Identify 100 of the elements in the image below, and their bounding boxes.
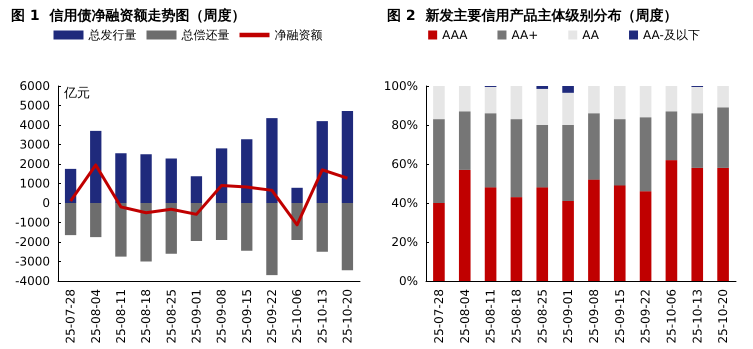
y-tick-label: 20% xyxy=(391,235,418,249)
x-tick-label: 25-08-25 xyxy=(535,289,550,344)
x-tick-label: 25-08-04 xyxy=(458,289,472,344)
y-tick-label: 6000 xyxy=(19,79,50,93)
bar xyxy=(484,187,496,281)
bar xyxy=(433,203,445,281)
y-axis-title: 亿元 xyxy=(63,86,90,101)
x-tick-label: 25-07-28 xyxy=(432,289,446,344)
x-tick-label: 25-10-06 xyxy=(664,289,678,344)
bar xyxy=(640,117,652,192)
x-tick-label: 25-09-08 xyxy=(214,289,229,344)
y-tick-label: 0% xyxy=(398,274,418,288)
x-tick-label: 25-09-15 xyxy=(612,289,627,344)
bar xyxy=(458,86,471,112)
bar xyxy=(614,86,626,120)
bar xyxy=(266,118,278,203)
x-tick-label: 25-08-11 xyxy=(114,289,128,344)
bar xyxy=(458,170,471,281)
y-tick-label: 4000 xyxy=(19,118,50,132)
bar xyxy=(433,86,445,120)
bar xyxy=(90,130,102,203)
bar xyxy=(536,125,548,188)
bar xyxy=(316,121,328,203)
chart-title: 图 1 信用债净融资额走势图（周度） xyxy=(11,7,246,24)
bar xyxy=(588,86,600,114)
bar xyxy=(562,201,574,281)
bar xyxy=(588,113,600,180)
bar xyxy=(241,203,252,251)
bar xyxy=(115,153,127,203)
bar xyxy=(166,203,177,254)
y-tick-label: 100% xyxy=(384,79,418,93)
bar xyxy=(510,197,522,281)
bar xyxy=(691,113,704,168)
bar xyxy=(266,203,278,276)
bar xyxy=(433,119,445,203)
bar xyxy=(216,148,228,203)
bar xyxy=(666,86,678,112)
bar xyxy=(536,88,548,125)
bar xyxy=(484,113,496,188)
legend-label: 净融资额 xyxy=(274,28,322,42)
bar xyxy=(640,191,652,281)
x-tick-label: 25-10-13 xyxy=(315,289,330,344)
x-tick-label: 25-08-04 xyxy=(88,289,103,344)
bar xyxy=(64,203,76,236)
bar xyxy=(562,86,574,93)
x-tick-label: 25-10-13 xyxy=(690,289,704,344)
bar xyxy=(216,203,228,240)
x-tick-label: 25-07-28 xyxy=(64,289,78,344)
x-tick-label: 25-09-22 xyxy=(638,289,653,344)
x-tick-label: 25-08-25 xyxy=(164,289,178,344)
bar xyxy=(666,111,678,160)
y-tick-label: 3000 xyxy=(19,138,50,152)
bar xyxy=(140,154,152,203)
y-tick-label: 60% xyxy=(391,157,418,171)
x-tick-label: 25-10-20 xyxy=(340,289,354,344)
bar xyxy=(588,180,600,281)
bar xyxy=(536,86,548,89)
bar xyxy=(691,86,704,114)
bar xyxy=(717,168,729,281)
bar xyxy=(717,86,729,108)
bar xyxy=(316,203,328,252)
bar xyxy=(691,168,704,281)
bar xyxy=(190,176,202,203)
bar xyxy=(614,185,626,281)
bar xyxy=(241,139,252,203)
chart-title: 图 2 新发主要信用产品主体级别分布（周度） xyxy=(387,7,678,24)
bar xyxy=(140,203,152,262)
y-tick-label: 1000 xyxy=(19,176,50,190)
x-tick-label: 25-08-11 xyxy=(484,289,498,344)
legend-label: AAA xyxy=(442,28,468,42)
bar xyxy=(90,203,102,238)
bar xyxy=(484,86,496,114)
bar xyxy=(562,92,574,125)
bar xyxy=(510,119,522,198)
y-tick-label: 80% xyxy=(391,118,418,132)
bar xyxy=(115,203,127,257)
bar xyxy=(291,188,303,203)
bar xyxy=(536,187,548,281)
line-series xyxy=(69,163,349,226)
bar xyxy=(562,125,574,202)
y-tick-label: -3000 xyxy=(15,254,50,268)
y-tick-label: 40% xyxy=(391,196,418,210)
y-tick-label: 0 xyxy=(42,196,50,210)
y-tick-label: -2000 xyxy=(15,235,50,249)
legend-label: 总发行量 xyxy=(88,28,136,42)
x-tick-label: 25-09-22 xyxy=(264,289,279,344)
y-tick-label: -4000 xyxy=(15,274,50,288)
bar xyxy=(166,158,177,203)
bar xyxy=(510,86,522,120)
bar xyxy=(640,86,652,118)
bar xyxy=(458,111,471,170)
legend-label: AA-及以下 xyxy=(643,28,700,42)
bar xyxy=(614,119,626,186)
x-tick-label: 25-10-20 xyxy=(716,289,730,344)
bar xyxy=(342,110,354,203)
y-tick-label: -1000 xyxy=(15,216,50,230)
x-tick-label: 25-09-15 xyxy=(240,289,254,344)
x-tick-label: 25-09-01 xyxy=(561,289,576,344)
legend-label: AA+ xyxy=(511,28,538,42)
legend-label: AA xyxy=(582,28,600,42)
